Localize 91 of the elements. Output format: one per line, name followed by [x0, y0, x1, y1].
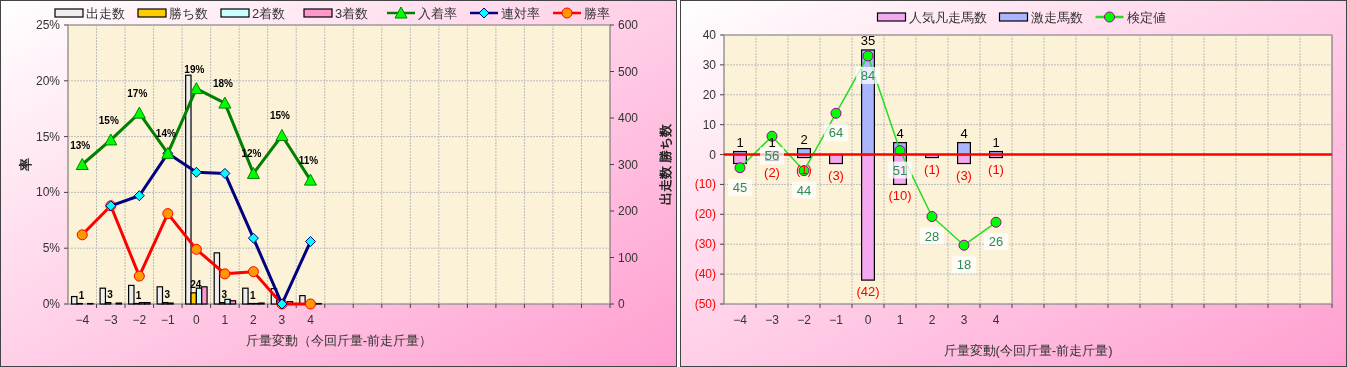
legend-label: 激走馬数 [1030, 10, 1083, 25]
data-label: 2 [800, 131, 808, 147]
data-label: 4 [960, 125, 968, 141]
y2-tick-label: 300 [618, 157, 639, 172]
legend-label: 入着率 [418, 6, 457, 21]
y-tick-label: 25% [35, 18, 61, 32]
y-tick-label: 20% [35, 73, 61, 88]
data-label: 1 [135, 289, 142, 301]
x-tick-label: −4 [733, 313, 748, 327]
y-tick-label: (50) [694, 297, 716, 311]
x-tick-label: 0 [193, 313, 201, 327]
y-tick-label: (10) [694, 177, 716, 192]
legend-label: 勝率 [584, 6, 610, 21]
y-tick-label: 40 [702, 28, 717, 42]
x-tick-label: 1 [221, 313, 229, 327]
y-axis-title: 率 [18, 158, 33, 172]
data-label: 51 [892, 162, 908, 178]
data-label: 19% [184, 63, 205, 75]
data-label: 28 [924, 228, 940, 244]
data-label: 13% [70, 139, 91, 151]
data-label: (42) [856, 284, 880, 300]
y-tick-label: 0 [709, 147, 717, 162]
x-tick-label: 2 [250, 313, 258, 327]
y-tick-label: 30 [702, 57, 717, 72]
data-label: 45 [732, 179, 748, 195]
y2-tick-label: 100 [618, 250, 639, 265]
legend-label: 出走数 [86, 6, 125, 21]
data-label: 15% [269, 110, 291, 122]
data-label: 26 [988, 234, 1004, 250]
data-label: (2) [764, 164, 780, 180]
data-label: (1) [924, 161, 940, 177]
legend-label: 人気凡走馬数 [908, 10, 987, 25]
x-axis-title: 斤量変動（今回斤量-前走斤量） [245, 333, 433, 348]
y-tick-label: (20) [694, 207, 716, 222]
y2-tick-label: 200 [618, 204, 639, 218]
y-tick-label: (40) [694, 267, 716, 282]
y-tick-label: 10 [702, 117, 717, 132]
data-label: 18 [956, 257, 972, 273]
x-tick-label: 4 [992, 313, 1000, 327]
x-tick-label: −3 [103, 313, 118, 327]
legend-label: 検定値 [1126, 10, 1166, 25]
x-tick-label: 0 [864, 313, 872, 327]
legend-label: 勝ち数 [169, 6, 208, 21]
data-label: (10) [888, 188, 912, 204]
legend-label: 3着数 [335, 6, 369, 21]
x-axis-title: 斤量変動(今回斤量-前走斤量) [943, 343, 1113, 358]
y2-tick-label: 500 [618, 64, 639, 79]
y-tick-label: 5% [42, 241, 61, 256]
data-label: 1 [736, 134, 744, 150]
y-tick-label: 20 [702, 87, 717, 102]
y2-tick-label: 400 [618, 111, 639, 125]
x-tick-label: −2 [132, 313, 147, 327]
y-tick-label: 0% [42, 297, 61, 311]
data-label: 3 [107, 288, 114, 300]
data-label: 18% [212, 78, 234, 90]
x-tick-label: −3 [765, 313, 780, 327]
data-label: 17% [127, 88, 148, 100]
x-tick-label: 3 [960, 313, 968, 327]
x-tick-label: −4 [75, 313, 90, 327]
data-label: 15% [98, 114, 119, 126]
y-tick-label: (30) [694, 237, 716, 252]
y-tick-label: 10% [35, 185, 61, 200]
x-tick-label: −1 [829, 313, 844, 327]
data-label: 64 [828, 125, 844, 141]
data-label: 1 [78, 289, 85, 301]
data-label: 1 [992, 134, 1000, 150]
y2-axis-title: 出走数 勝ち数 [658, 122, 673, 206]
legend-label: 2着数 [252, 6, 286, 21]
data-label: 3 [221, 288, 228, 300]
data-label: 14% [155, 128, 176, 140]
data-label: 1 [249, 289, 256, 301]
legend-label: 連対率 [501, 6, 540, 21]
data-label: 56 [764, 148, 780, 164]
data-label: (3) [956, 167, 972, 183]
data-label: 4 [896, 125, 904, 141]
x-tick-label: 2 [928, 313, 936, 327]
x-tick-label: −2 [797, 313, 812, 327]
x-tick-label: 3 [278, 313, 286, 327]
data-label: 44 [796, 182, 812, 198]
data-label: 11% [298, 155, 319, 167]
data-label: 84 [860, 67, 876, 83]
data-label: 35 [860, 32, 876, 48]
data-label: (1) [988, 161, 1004, 177]
data-label: 3 [164, 288, 171, 300]
data-label: (3) [828, 167, 844, 183]
y2-tick-label: 0 [618, 297, 625, 311]
x-tick-label: −1 [161, 313, 176, 327]
y2-tick-label: 600 [618, 18, 639, 32]
x-tick-label: 4 [307, 313, 315, 327]
y-tick-label: 15% [35, 129, 61, 144]
x-tick-label: 1 [896, 313, 904, 327]
